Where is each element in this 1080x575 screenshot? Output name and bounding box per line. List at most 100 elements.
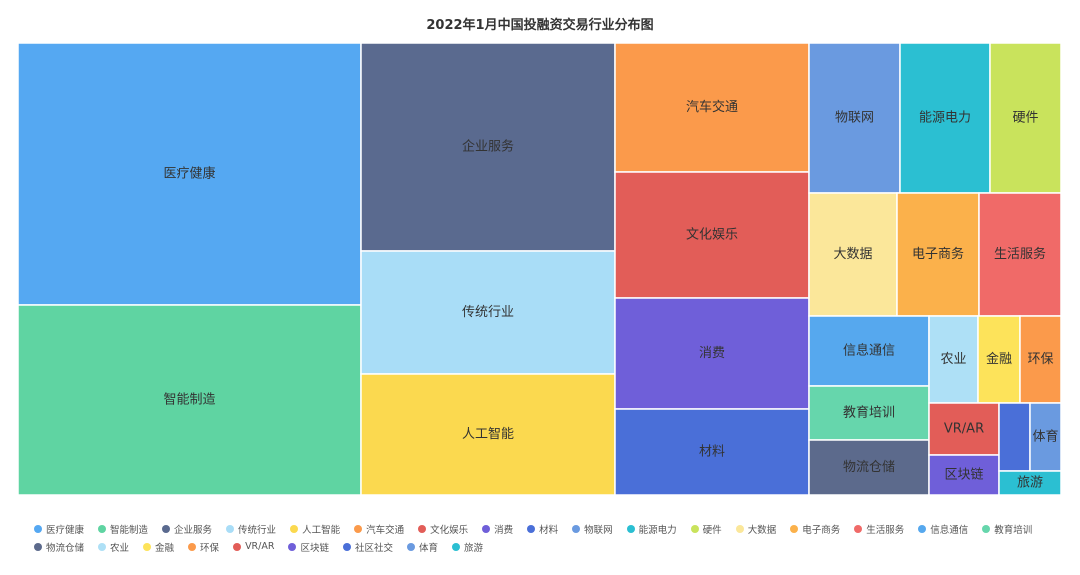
legend-item[interactable]: 传统行业	[226, 521, 276, 536]
legend-color-dot	[143, 542, 152, 551]
treemap-rect	[1029, 402, 1062, 472]
treemap-tile-item-20: 金融	[977, 315, 1021, 404]
legend-item[interactable]: 社区社交	[342, 539, 393, 554]
treemap-label: 医疗健康	[163, 166, 215, 182]
treemap-label: 物联网	[835, 111, 874, 126]
treemap-label: 农业	[940, 352, 966, 367]
treemap-rect	[360, 250, 616, 375]
treemap-tile-item-2: 智能制造	[17, 304, 362, 496]
treemap-rect	[978, 192, 1062, 317]
legend-item[interactable]: 消费	[482, 521, 513, 536]
legend-color-dot	[735, 524, 744, 533]
legend-item[interactable]: 文化娱乐	[418, 521, 468, 536]
treemap-tile-vr-ar: VR/AR	[928, 402, 1000, 456]
legend-color-dot	[690, 524, 699, 533]
legend-color-dot	[452, 542, 461, 551]
treemap-tile-item-3: 企业服务	[360, 42, 616, 252]
treemap-tile-item-18: 物流仓储	[808, 439, 930, 496]
legend-label: 旅游	[464, 542, 484, 554]
legend-label: 智能制造	[110, 524, 149, 536]
legend-color-dot	[626, 524, 635, 533]
legend-item[interactable]: 物流仓储	[34, 539, 84, 554]
treemap-tile-item-19: 农业	[928, 315, 979, 404]
treemap-tile-item-26: 旅游	[998, 470, 1062, 496]
legend-label: 人工智能	[302, 524, 341, 536]
legend-label: 消费	[494, 524, 514, 536]
legend-color-dot	[982, 524, 991, 533]
treemap-label: 企业服务	[462, 139, 514, 155]
treemap-rect	[808, 439, 930, 496]
treemap-label: 传统行业	[462, 305, 514, 320]
treemap-rect	[614, 408, 810, 496]
treemap-label: 人工智能	[462, 427, 514, 442]
legend-item[interactable]: 旅游	[452, 539, 483, 554]
chart-legend: 医疗健康 智能制造 企业服务 传统行业 人工智能 汽车交通 文化娱乐 消费 材料 物联网 能源电力 硬…	[34, 521, 1064, 554]
legend-label: 物流仓储	[46, 542, 85, 554]
legend-item[interactable]: 物联网	[572, 521, 613, 536]
legend-item[interactable]: 信息通信	[918, 521, 968, 536]
treemap-label: 材料	[699, 445, 725, 460]
treemap-label: 区块链	[944, 468, 983, 483]
treemap-label: VR/AR	[944, 422, 984, 437]
legend-color-dot	[290, 524, 299, 533]
chart-title: 2022年1月中国投融资交易行业分布图	[426, 18, 654, 33]
treemap-rect	[1019, 315, 1062, 404]
treemap-tile-item-12: 硬件	[989, 42, 1062, 194]
legend-item[interactable]: 智能制造	[98, 521, 148, 536]
treemap-label: 体育	[1032, 429, 1058, 445]
legend-color-dot	[482, 524, 491, 533]
legend-color-dot	[98, 524, 107, 533]
legend-color-dot	[188, 542, 197, 551]
legend-item[interactable]: 硬件	[690, 521, 722, 536]
treemap-tile-item-9: 材料	[614, 408, 810, 496]
legend-item[interactable]: 区块链	[288, 539, 329, 554]
legend-item[interactable]: 大数据	[735, 521, 776, 536]
legend-item[interactable]: 环保	[188, 539, 219, 554]
legend-item[interactable]: 人工智能	[290, 521, 340, 536]
treemap-tile-item-17: 教育培训	[808, 385, 930, 441]
legend-item[interactable]: 医疗健康	[34, 521, 84, 536]
legend-label: 企业服务	[174, 524, 213, 536]
legend-item[interactable]: 体育	[407, 539, 438, 554]
legend-label: 能源电力	[638, 524, 677, 536]
legend-item[interactable]: 电子商务	[790, 521, 840, 536]
legend-label: 信息通信	[930, 524, 969, 536]
legend-item[interactable]: 教育培训	[982, 521, 1032, 536]
legend-item[interactable]: 农业	[98, 539, 129, 554]
legend-color-dot	[233, 542, 242, 551]
legend-item[interactable]: 能源电力	[626, 521, 677, 536]
legend-color-dot	[98, 542, 107, 551]
legend-color-dot	[418, 524, 427, 533]
legend-label: 物联网	[584, 524, 613, 536]
treemap-label: 消费	[699, 346, 725, 361]
legend-item[interactable]: 材料	[527, 521, 558, 536]
legend-label: 材料	[539, 524, 559, 536]
treemap-label: 信息通信	[843, 343, 895, 359]
legend-item[interactable]: 汽车交通	[354, 521, 404, 536]
legend-color-dot	[918, 524, 927, 533]
treemap-label: 电子商务	[912, 246, 964, 262]
treemap-label: 环保	[1027, 352, 1053, 367]
legend-item[interactable]: 企业服务	[162, 521, 212, 536]
treemap-tile-item-6: 汽车交通	[614, 42, 810, 173]
treemap-tile-item-7: 文化娱乐	[614, 171, 810, 299]
legend-color-dot	[34, 524, 42, 533]
legend-color-dot	[854, 524, 863, 533]
treemap-label: 能源电力	[919, 111, 971, 126]
treemap-label: 教育培训	[843, 405, 895, 421]
legend-item[interactable]: 金融	[143, 539, 174, 554]
treemap-label: 物流仓储	[843, 460, 895, 475]
legend-label: 社区社交	[354, 542, 393, 554]
legend-item[interactable]: 生活服务	[854, 521, 904, 536]
legend-label: 生活服务	[866, 524, 905, 536]
treemap-rect	[989, 42, 1062, 194]
legend-label: 农业	[110, 542, 130, 554]
treemap-rect	[808, 192, 898, 317]
treemap-label: 智能制造	[163, 393, 215, 408]
treemap-tile-item-16: 信息通信	[808, 315, 930, 387]
legend-label: 电子商务	[802, 524, 841, 536]
treemap-tile-item-10: 物联网	[808, 42, 901, 194]
treemap-label: 硬件	[1012, 111, 1038, 126]
treemap-rect	[998, 470, 1062, 496]
legend-item[interactable]: VR/AR	[233, 539, 274, 554]
